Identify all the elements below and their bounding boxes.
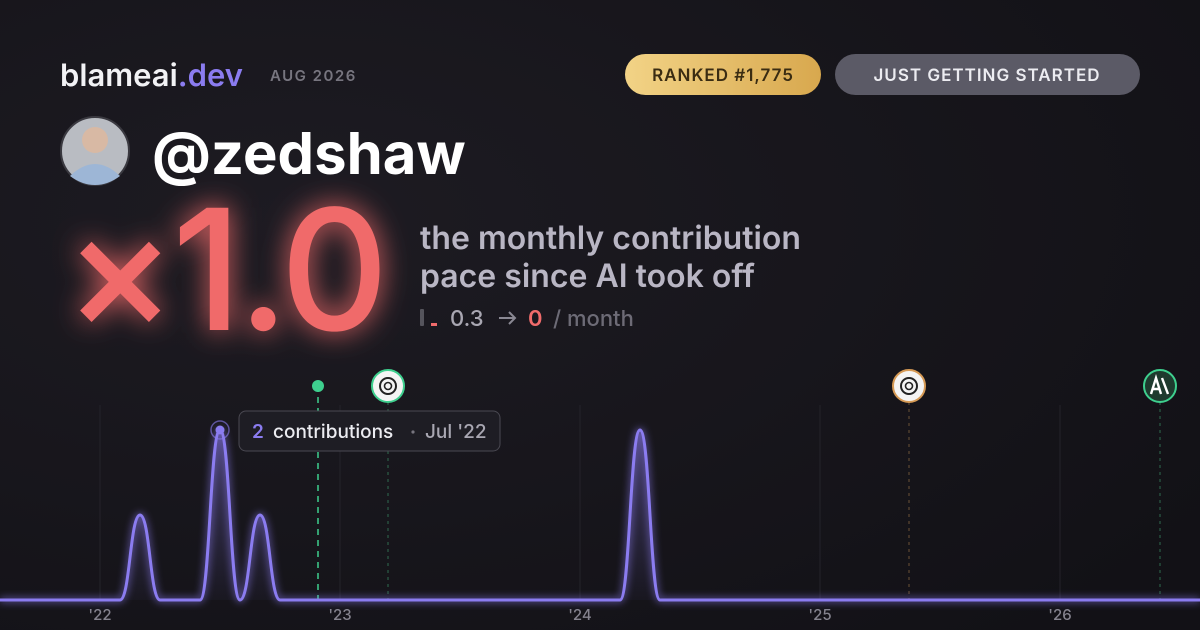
x-tick-label: '23 [328, 605, 351, 624]
x-tick-label: '25 [808, 605, 831, 624]
highlight-point [215, 425, 225, 435]
brand-suffix: .dev [178, 57, 243, 94]
tooltip-separator [411, 430, 415, 434]
tooltip-date: Jul '22 [425, 420, 487, 443]
pace-unit: / month [553, 306, 634, 332]
x-tick-label: '24 [568, 605, 592, 624]
rank-badge-bg [625, 54, 821, 95]
tooltip: 2 contributions Jul '22 [238, 410, 501, 452]
event-dot [312, 380, 324, 392]
brand: blameai.dev [60, 57, 243, 94]
description: the monthly contribution [420, 218, 801, 257]
pace-after: 0 [528, 306, 543, 332]
arrow [499, 311, 517, 325]
openai-icon [892, 369, 926, 403]
multiplier: ×1.0 [64, 167, 385, 371]
avatar [60, 116, 130, 186]
pace-icon [420, 309, 424, 326]
rank-badge: RANKED #1,775 [652, 66, 794, 86]
username: @zedshaw [152, 118, 466, 188]
tooltip-box [238, 410, 501, 452]
x-tick-label: '22 [88, 605, 111, 624]
anthropic-icon [1143, 369, 1177, 403]
brand-name: blameai [60, 57, 178, 94]
description: pace since AI took off [420, 256, 755, 295]
line [0, 428, 1200, 602]
openai-icon [371, 369, 405, 403]
status-badge-bg [835, 54, 1140, 95]
highlight-ring [210, 420, 230, 440]
pace-before: 0.3 [450, 306, 484, 332]
x-tick-label: '26 [1048, 605, 1071, 624]
status-badge: JUST GETTING STARTED [873, 66, 1100, 86]
chart: '22 '23 '24 '25 '26 [0, 369, 1200, 624]
tooltip-label: contributions [273, 420, 393, 443]
tooltip-value: 2 [252, 420, 264, 443]
pace-icon [431, 323, 437, 326]
date: AUG 2026 [270, 66, 357, 85]
